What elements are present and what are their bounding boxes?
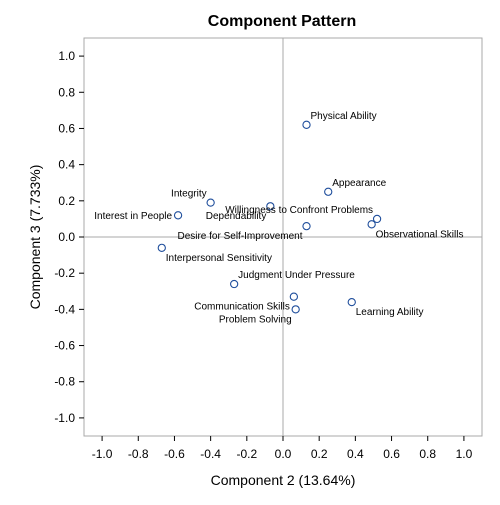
y-tick-label: 0.6 [58,121,75,135]
point-label: Interpersonal Sensitivity [166,253,272,264]
y-tick-label: -0.2 [54,266,75,280]
data-point [206,198,215,207]
point-label: Problem Solving [219,314,292,325]
x-tick-label: 0.2 [311,447,328,461]
point-label: Communication Skills [194,302,290,313]
data-point [230,279,239,289]
data-point [173,211,183,220]
y-tick-label: 0.4 [58,158,75,172]
x-tick-label: 0.8 [419,447,436,461]
y-tick-label: 0.0 [58,230,75,244]
data-point [291,305,300,314]
x-tick-label: 1.0 [456,447,473,461]
y-tick-label: 1.0 [58,49,75,63]
x-axis-ticks: -1.0 -0.8 -0.6 -0.4 -0.2 0.0 0.2 0.4 0.6 0.8 1.0 [92,436,473,461]
point-label: Learning Ability [356,307,424,318]
data-point [324,187,333,196]
data-point [302,120,311,129]
y-tick-label: 0.2 [58,194,75,208]
data-point [372,214,382,224]
data-point [266,202,275,211]
data-points: Physical Ability Appearance Integrity Inter… [94,111,463,326]
data-point [302,221,311,231]
x-axis-label: Component 2 (13.64%) [211,472,356,488]
chart-title: Component Pattern [208,13,356,30]
x-tick-label: -0.6 [164,447,185,461]
y-tick-label: -0.6 [54,339,75,353]
point-label: Appearance [332,178,386,189]
y-tick-label: -0.8 [54,375,75,389]
x-tick-label: -1.0 [92,447,113,461]
data-point [289,292,299,301]
x-tick-label: -0.8 [128,447,149,461]
point-label: Physical Ability [311,111,377,122]
y-axis-ticks: -1.0 -0.8 -0.6 -0.4 -0.2 0.0 0.2 0.4 0.6 0.8 1.0 [54,49,84,425]
data-point [157,243,166,253]
x-tick-label: 0.0 [275,447,292,461]
x-tick-label: -0.2 [236,447,257,461]
point-label: Judgment Under Pressure [238,270,355,281]
x-tick-label: 0.4 [347,447,364,461]
data-point [367,220,376,229]
point-label: Dependability [206,211,267,222]
data-point [347,297,356,307]
point-label: Desire for Self-Improvement [177,231,302,242]
y-tick-label: -1.0 [54,411,75,425]
y-tick-label: -0.4 [54,302,75,316]
y-tick-label: 0.8 [58,85,75,99]
point-label: Willingness to Confront Problems [225,205,373,216]
y-axis-label: Component 3 (7.733%) [27,165,43,310]
reference-lines [84,38,482,436]
point-label: Observational Skills [376,229,464,240]
point-label: Interest in People [94,211,172,222]
x-tick-label: -0.4 [200,447,221,461]
point-label: Integrity [171,189,207,200]
x-tick-label: 0.6 [383,447,400,461]
